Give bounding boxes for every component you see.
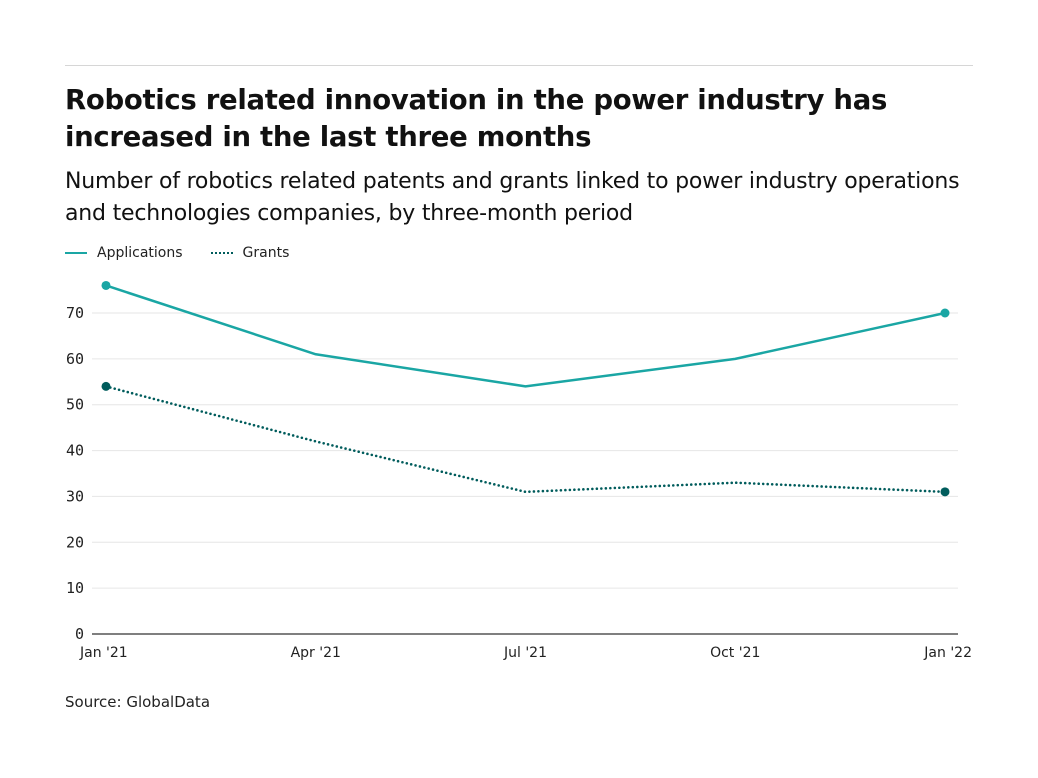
x-tick-label: Jul '21 (503, 645, 547, 661)
y-tick-label: 40 (66, 442, 84, 460)
y-tick-label: 60 (66, 350, 84, 368)
y-tick-label: 10 (66, 579, 84, 597)
legend-item-grants: Grants (210, 245, 290, 261)
x-tick-label: Jan '22 (923, 645, 972, 661)
legend: Applications Grants (65, 245, 307, 261)
y-tick-label: 70 (66, 304, 84, 322)
y-tick-label: 30 (66, 487, 84, 505)
series-line-applications (105, 284, 946, 388)
x-tick-label: Apr '21 (291, 645, 341, 661)
chart-title: Robotics related innovation in the power… (65, 84, 888, 153)
legend-label-applications: Applications (97, 245, 183, 261)
y-tick-label: 50 (66, 396, 84, 414)
data-point-applications (101, 280, 111, 290)
legend-swatch-grants (210, 252, 233, 254)
legend-swatch-applications (65, 252, 87, 254)
series-line-grants (104, 385, 947, 494)
y-tick-label: 0 (75, 625, 84, 643)
x-tick-label: Jan '21 (79, 645, 128, 661)
chart-subtitle: Number of robotics related patents and g… (65, 169, 960, 226)
legend-item-applications: Applications (65, 245, 183, 261)
y-tick-label: 20 (66, 533, 84, 551)
source-note: Source: GlobalData (65, 693, 211, 711)
data-point-grants (940, 487, 950, 497)
top-rule (65, 65, 973, 66)
data-point-grants (101, 381, 111, 391)
legend-label-grants: Grants (242, 245, 290, 261)
data-point-applications (940, 308, 950, 318)
x-tick-label: Oct '21 (710, 645, 760, 661)
